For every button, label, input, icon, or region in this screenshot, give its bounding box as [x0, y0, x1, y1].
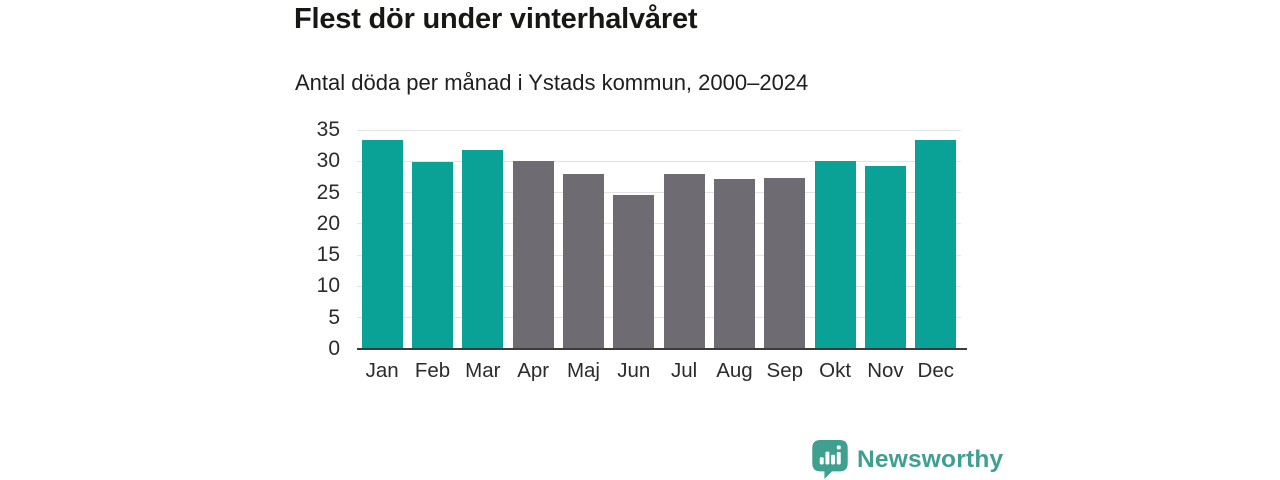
- bar-sep: [764, 177, 806, 349]
- bar-maj: [562, 174, 604, 349]
- bar-jan: [361, 140, 403, 349]
- newsworthy-logo-icon: [812, 440, 848, 479]
- x-tick-label-nov: Nov: [867, 359, 904, 382]
- bar-okt: [814, 161, 856, 349]
- x-tick-label-jun: Jun: [617, 359, 651, 382]
- bar-series: [357, 130, 961, 349]
- y-tick-label: 20: [316, 211, 340, 235]
- plot-area: [357, 129, 968, 350]
- bar-slot-okt: [810, 130, 860, 349]
- x-tick-label-jul: Jul: [671, 359, 698, 382]
- x-tick-label-sep: Sep: [766, 359, 804, 382]
- gridline-25: [357, 192, 961, 194]
- bar-slot-aug: [709, 130, 759, 349]
- x-tick-label-apr: Apr: [517, 359, 550, 382]
- bar-slot-nov: [860, 130, 910, 349]
- y-tick-label: 0: [328, 337, 340, 360]
- bar-aug: [713, 178, 755, 349]
- gridline-10: [357, 285, 961, 287]
- bar-nov: [864, 165, 906, 349]
- gridline-35: [357, 129, 961, 131]
- bar-slot-jul: [659, 130, 709, 349]
- bar-slot-mar: [458, 130, 508, 349]
- gridline-30: [357, 160, 961, 162]
- brand-name: Newsworthy: [857, 445, 1004, 473]
- bar-apr: [512, 161, 554, 349]
- gridline-20: [357, 223, 961, 225]
- x-tick-label-aug: Aug: [716, 359, 753, 382]
- x-tick-label-maj: Maj: [566, 359, 600, 382]
- bar-slot-apr: [508, 130, 558, 349]
- chart-title: Flest dör under vinterhalvåret: [294, 3, 698, 35]
- y-tick-label: 35: [316, 118, 340, 141]
- x-tick-label-feb: Feb: [414, 359, 451, 382]
- bar-slot-sep: [760, 130, 810, 349]
- y-tick-label: 5: [328, 305, 340, 329]
- bar-slot-jun: [609, 130, 659, 349]
- brand-footer: Newsworthy: [812, 440, 1003, 479]
- y-tick-label: 15: [316, 243, 340, 267]
- bar-slot-dec: [911, 130, 961, 349]
- y-tick-label: 25: [316, 180, 340, 204]
- bar-jul: [663, 173, 705, 349]
- y-tick-label: 30: [316, 149, 340, 173]
- gridline-5: [357, 317, 961, 319]
- bar-jun: [613, 195, 655, 349]
- x-axis-labels: Jan Feb Mar Apr Maj Jun Jul Aug Sep Okt Nov Dec: [357, 359, 961, 383]
- bar-mar: [462, 150, 504, 349]
- x-tick-label-jan: Jan: [365, 359, 399, 382]
- y-tick-label: 10: [316, 274, 340, 298]
- bar-slot-jan: [357, 130, 407, 349]
- bar-dec: [915, 140, 957, 349]
- x-axis-line: [357, 348, 968, 350]
- x-tick-label-dec: Dec: [917, 359, 954, 382]
- gridline-15: [357, 254, 961, 256]
- bar-slot-maj: [558, 130, 608, 349]
- bar-feb: [411, 161, 453, 349]
- x-tick-label-mar: Mar: [465, 359, 501, 382]
- chart-subtitle: Antal döda per månad i Ystads kommun, 20…: [295, 70, 809, 95]
- bar-slot-feb: [407, 130, 457, 349]
- x-tick-label-okt: Okt: [819, 359, 852, 382]
- y-axis: 0 5 10 15 20 25 30 35: [295, 118, 345, 360]
